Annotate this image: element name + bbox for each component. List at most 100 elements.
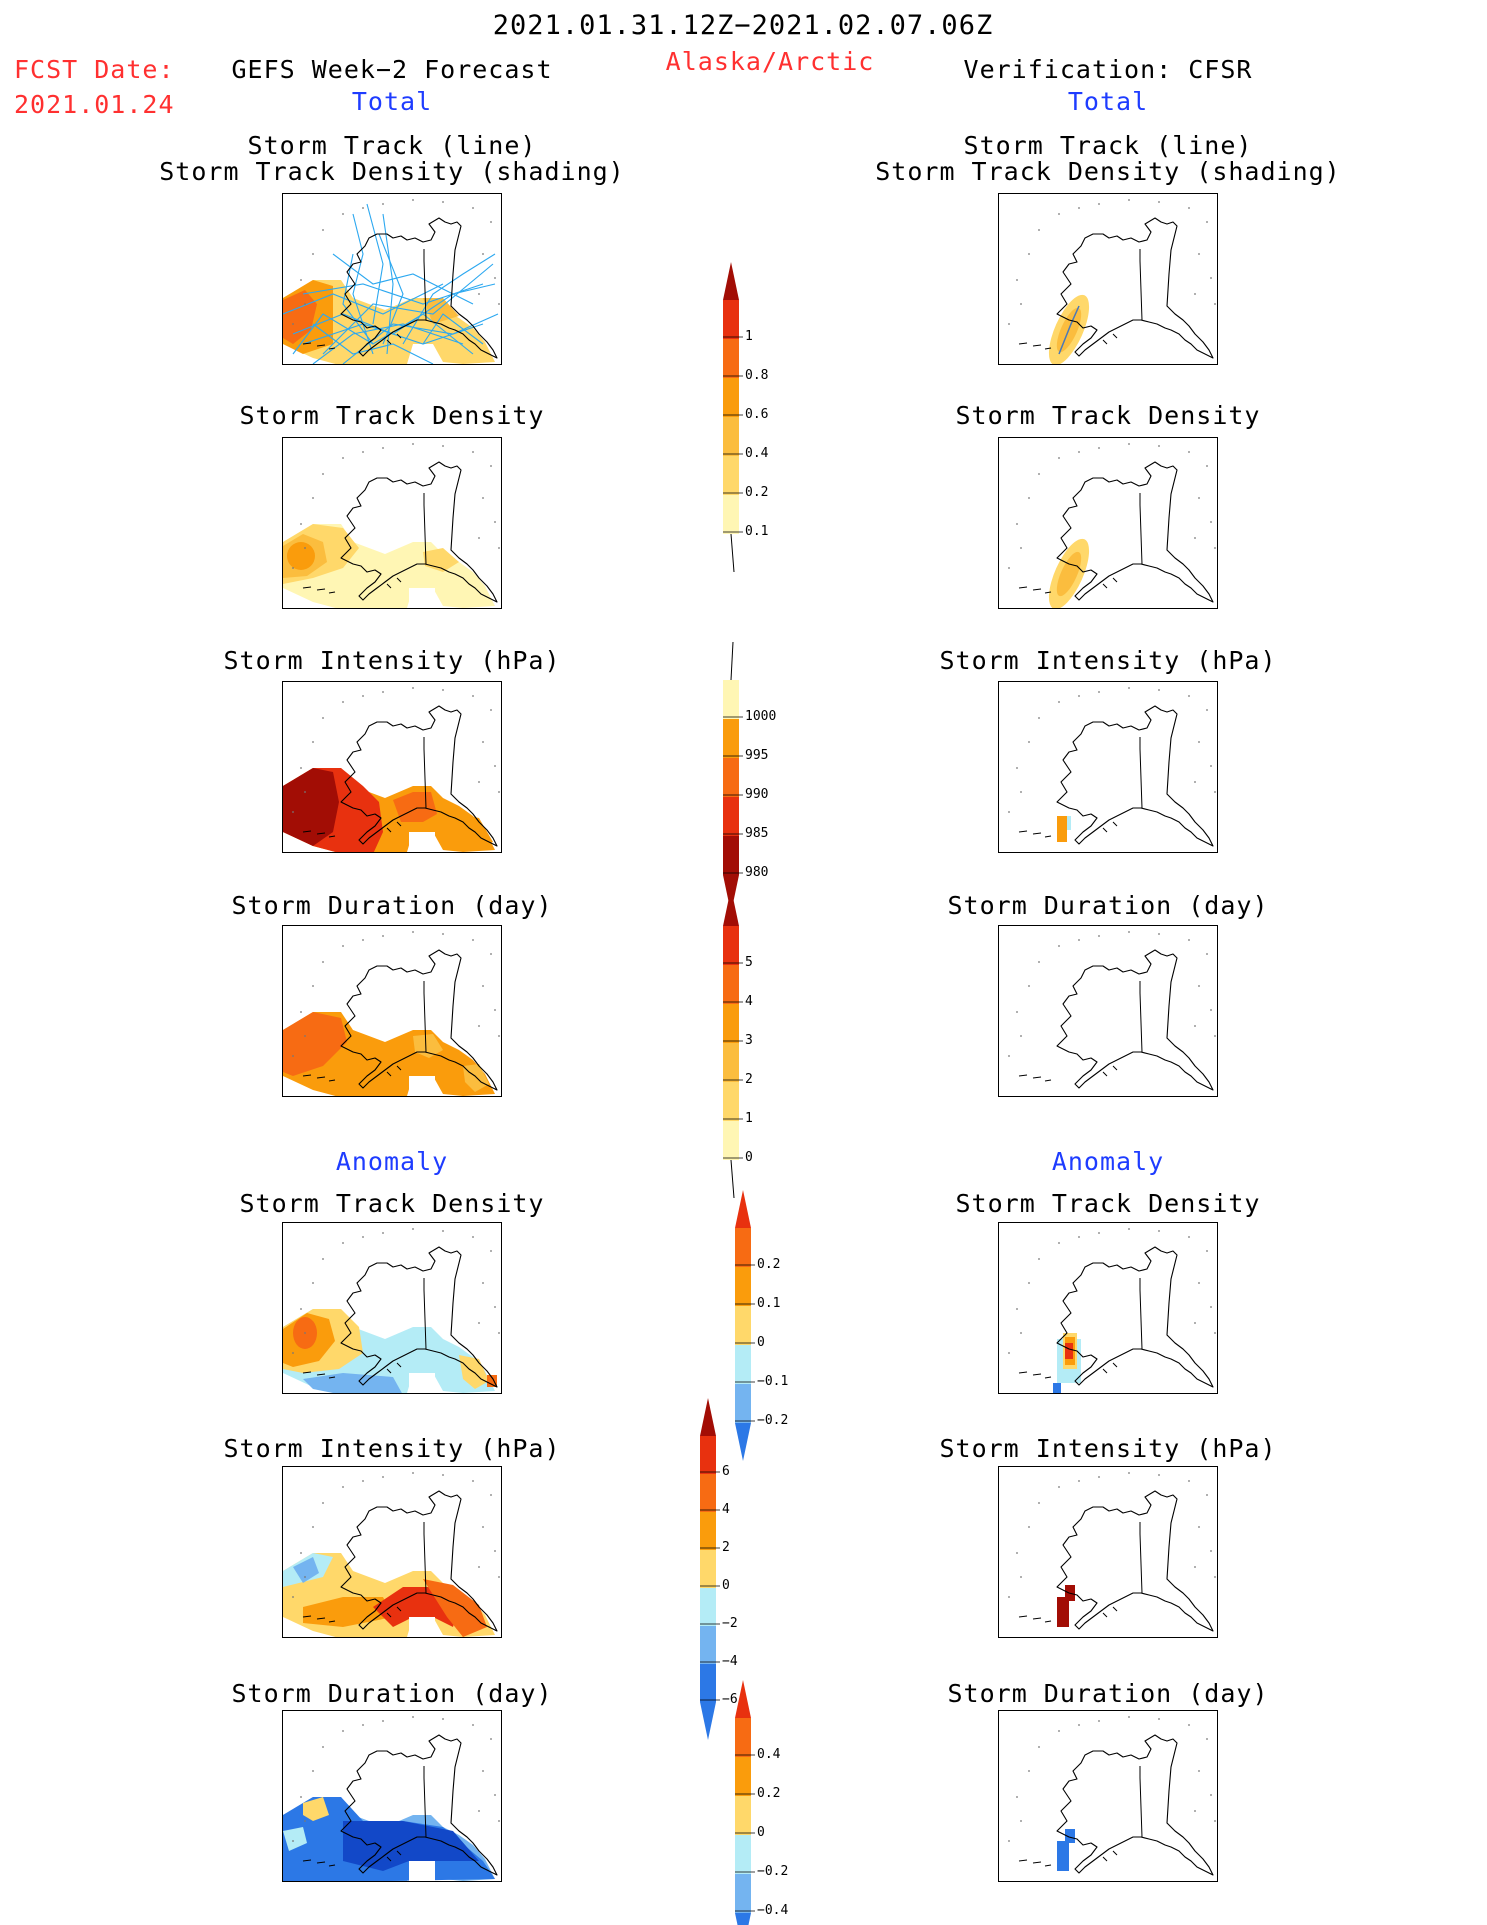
cfsr-track-island-1 [1032, 344, 1042, 347]
gefs-duration-anom-graticule-dot-10 [494, 1794, 496, 1796]
cb-intensity-total-label-0: 980 [745, 865, 769, 880]
map-gefs-intensity-anom [282, 1466, 502, 1638]
cb-duration-total-label-1: 1 [745, 1111, 753, 1126]
gefs-duration-graticule-dot-3 [472, 939, 474, 941]
cfsr-intensity-graticule-dot-13 [1078, 695, 1080, 697]
gefs-intensity-anom-island-4 [396, 1606, 402, 1612]
cfsr-density-graticule-dot-6 [1016, 523, 1018, 525]
gefs-density-graticule-dot-8 [292, 567, 294, 569]
left-track-line-title: Storm Track (line) [247, 131, 537, 160]
cb-duration-total-segment-1 [723, 965, 739, 1004]
gefs-duration-alaska-coastline [340, 949, 498, 1091]
map-gefs-intensity-anom-svg [283, 1472, 500, 1637]
cfsr-density-graticule-dot-3 [1188, 451, 1190, 453]
gefs-duration-anom-graticule-dot-1 [412, 1716, 414, 1718]
cfsr-density-graticule-dot-7 [1020, 547, 1022, 549]
right-duration-title: Storm Duration (day) [947, 891, 1269, 920]
gefs-density-anom-island-2 [328, 1376, 336, 1379]
cfsr-density-canada-border [1139, 493, 1143, 565]
cfsr-duration-island-0 [1018, 1074, 1028, 1077]
cfsr-intensity-alaska-coastline [1056, 705, 1214, 847]
gefs-duration-anom-graticule-dot-3 [472, 1724, 474, 1726]
gefs-density-anom-island-3 [386, 1368, 392, 1374]
gefs-intensity-anom-graticule-dot-5 [312, 1526, 314, 1528]
gefs-density-graticule-dot-11 [498, 547, 500, 549]
cb-density-anom-arrow-top [735, 1190, 751, 1228]
left-column-title: GEFS Week−2 Forecast [231, 55, 553, 84]
gefs-duration-anom-graticule-dot-8 [292, 1840, 294, 1842]
cb-duration-anom-arrow-top [735, 1680, 751, 1718]
gefs-density-anom-graticule-dot-2 [442, 1230, 444, 1232]
left-anom-duration-title: Storm Duration (day) [231, 1679, 553, 1708]
cb-density-anom-svg [735, 1190, 755, 1461]
cb-density-anom-label-0: −0.2 [757, 1413, 789, 1428]
gefs-duration-anom-graticule-dot-7 [304, 1820, 306, 1822]
cb-density-anom-segment-0 [735, 1228, 751, 1267]
cfsr-intensity-graticule-dot-1 [1128, 687, 1130, 689]
map-cfsr-density-svg [1008, 443, 1216, 608]
cb-density-anom-label-4: 0.2 [757, 1257, 781, 1272]
cfsr-track-graticule-dot-10 [1210, 277, 1212, 279]
gefs-intensity-graticule-dot-9 [482, 741, 484, 743]
cfsr-intensity-anom-graticule-dot-0 [1098, 1476, 1100, 1478]
gefs-intensity-alaska-coastline [340, 705, 498, 847]
gefs-track-graticule-dot-8 [292, 323, 294, 325]
cfsr-duration-graticule-dot-9 [1198, 985, 1200, 987]
gefs-intensity-anom-graticule-dot-15 [478, 1566, 480, 1568]
cfsr-intensity-anom-island-1 [1032, 1617, 1042, 1620]
cfsr-density-graticule-dot-14 [1038, 473, 1040, 475]
cb-intensity-total-label-3: 995 [745, 748, 769, 763]
cfsr-density-graticule-dot-8 [1008, 567, 1010, 569]
gefs-duration-shade-dorange [283, 1012, 347, 1076]
gefs-track-storm-track-5 [366, 203, 384, 325]
cfsr-track-graticule-dot-4 [1206, 221, 1208, 223]
gefs-density-anom-graticule-dot-14 [322, 1258, 324, 1260]
cfsr-density-anom-graticule-dot-3 [1188, 1236, 1190, 1238]
gefs-intensity-island-4 [396, 821, 402, 827]
cfsr-duration-graticule-dot-1 [1128, 931, 1130, 933]
gefs-density-graticule-dot-12 [342, 457, 344, 459]
cb-duration-total-svg [723, 888, 743, 1199]
cfsr-intensity-anom-graticule-dot-13 [1078, 1480, 1080, 1482]
cb-density-total-segment-3 [723, 417, 739, 456]
cfsr-duration-anom-graticule-dot-12 [1058, 1730, 1060, 1732]
gefs-duration-graticule-dot-2 [442, 933, 444, 935]
cfsr-density-anom-graticule-dot-8 [1008, 1352, 1010, 1354]
gefs-duration-anom-graticule-dot-15 [478, 1810, 480, 1812]
cfsr-density-graticule-dot-13 [1078, 451, 1080, 453]
cfsr-intensity-anom-graticule-dot-7 [1020, 1576, 1022, 1578]
cfsr-duration-graticule-dot-2 [1158, 933, 1160, 935]
gefs-density-anom-graticule-dot-5 [312, 1282, 314, 1284]
gefs-density-anom-alaska-coastline [340, 1246, 498, 1388]
gefs-density-graticule-dot-5 [312, 497, 314, 499]
cfsr-intensity-anom-graticule-dot-1 [1128, 1472, 1130, 1474]
gefs-intensity-anom-shade-orange [303, 1597, 393, 1627]
cfsr-duration-anom-island-2 [1044, 1864, 1052, 1867]
gefs-track-graticule-dot-7 [304, 303, 306, 305]
gefs-intensity-graticule-dot-0 [382, 691, 384, 693]
cfsr-density-graticule-dot-0 [1098, 447, 1100, 449]
gefs-duration-graticule-dot-14 [322, 961, 324, 963]
cb-density-total-label-5: 1 [745, 329, 753, 344]
gefs-duration-island-1 [316, 1076, 326, 1079]
gefs-density-anom-graticule-dot-8 [292, 1352, 294, 1354]
gefs-duration-graticule-dot-7 [304, 1035, 306, 1037]
cfsr-track-graticule-dot-8 [1008, 323, 1010, 325]
cfsr-density-anom-graticule-dot-4 [1206, 1250, 1208, 1252]
gefs-density-graticule-dot-13 [362, 451, 364, 453]
cb-density-anom-segment-1 [735, 1267, 751, 1306]
region-label: Alaska/Arctic [665, 47, 875, 76]
gefs-density-anom-gap [409, 1373, 435, 1393]
cfsr-duration-graticule-dot-6 [1016, 1011, 1018, 1013]
gefs-duration-anom-graticule-dot-11 [498, 1820, 500, 1822]
gefs-track-storm-track-16 [312, 323, 434, 364]
gefs-density-anom-graticule-dot-0 [382, 1232, 384, 1234]
cfsr-density-island-3 [1102, 583, 1108, 589]
gefs-density-graticule-dot-2 [442, 445, 444, 447]
cb-duration-total-segment-4 [723, 1082, 739, 1121]
cfsr-duration-anom-island-3 [1102, 1856, 1108, 1862]
cfsr-duration-island-4 [1112, 1065, 1118, 1071]
gefs-track-island-1 [316, 344, 326, 347]
cfsr-intensity-graticule-dot-3 [1188, 695, 1190, 697]
cfsr-density-anom-canada-border [1139, 1278, 1143, 1350]
